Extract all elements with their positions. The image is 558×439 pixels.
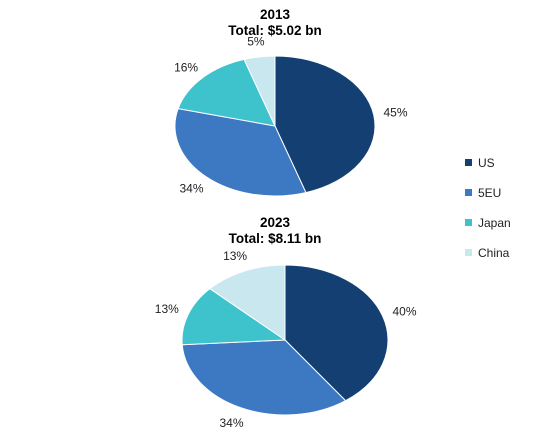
pie-1-label-us: 45% <box>383 106 407 120</box>
legend-label-us: US <box>478 156 495 170</box>
pie-2-label-china: 13% <box>223 249 247 263</box>
legend: US 5EU Japan China <box>465 156 511 260</box>
pie-2-slice-us <box>284 264 389 402</box>
pie-1-slice-china <box>243 55 276 127</box>
legend-swatch-5eu <box>465 189 472 196</box>
pie-2-label-5eu: 34% <box>219 416 243 430</box>
legend-swatch-japan <box>465 219 472 226</box>
pie-1-label-china: 5% <box>247 35 265 49</box>
pie-1-slice-us <box>274 55 376 194</box>
pie-1-title: 2013 <box>260 7 291 22</box>
pie-2-slice-china <box>209 264 286 341</box>
legend-swatch-us <box>465 159 472 166</box>
legend-label-5eu: 5EU <box>478 186 501 200</box>
legend-label-japan: Japan <box>478 216 511 230</box>
pie-2: 40% 34% 13% 13% <box>155 249 417 430</box>
pie-2-title: 2023 <box>260 215 291 230</box>
pie-2-label-japan: 13% <box>155 302 179 316</box>
pie-1-label-japan: 16% <box>174 61 198 75</box>
legend-swatch-china <box>465 249 472 256</box>
pie-1-subtitle: Total: $5.02 bn <box>228 23 322 38</box>
pie-2-subtitle: Total: $8.11 bn <box>229 231 322 246</box>
pie-1-slice-japan <box>177 58 276 127</box>
pie-2-label-us: 40% <box>392 305 416 319</box>
pie-2-slice-5eu <box>181 339 347 416</box>
legend-label-china: China <box>478 246 510 260</box>
pie-2-slice-japan <box>181 288 287 346</box>
pie-1: 45% 34% 16% 5% <box>174 35 408 197</box>
pie-1-slice-5eu <box>174 108 307 197</box>
pie-1-label-5eu: 34% <box>179 181 203 195</box>
